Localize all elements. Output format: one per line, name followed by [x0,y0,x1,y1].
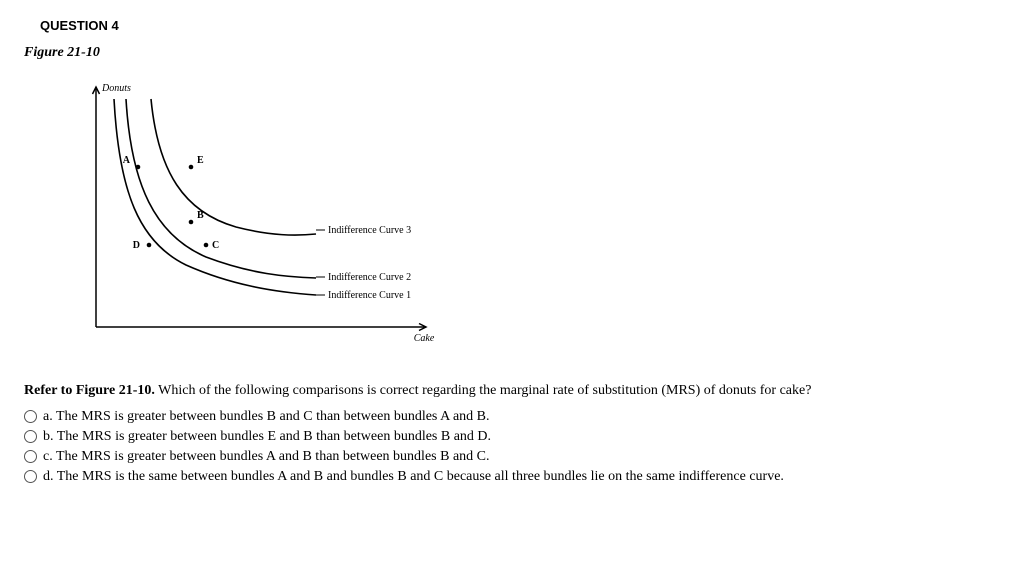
y-axis-label: Donuts [101,83,131,94]
point-C [204,243,209,248]
option-b[interactable]: b. The MRS is greater between bundles E … [24,427,1000,447]
option-text: d. The MRS is the same between bundles A… [43,469,784,485]
curve-c3 [151,99,316,235]
prompt-lead: Refer to Figure 21-10. [24,383,155,398]
point-A [136,165,141,170]
option-text: b. The MRS is greater between bundles E … [43,429,491,445]
option-d[interactable]: d. The MRS is the same between bundles A… [24,467,1000,487]
curve-c1 [114,99,316,295]
option-text: c. The MRS is greater between bundles A … [43,449,490,465]
x-axis-label: Cake [414,333,435,344]
prompt-rest: Which of the following comparisons is co… [155,383,812,398]
option-text: a. The MRS is greater between bundles B … [43,409,490,425]
point-label-A: A [123,155,131,166]
radio-icon[interactable] [24,450,37,463]
point-label-C: C [212,240,219,251]
indifference-curves-chart: Donuts Cake Indifference Curve 1 Indifferen… [56,67,486,357]
radio-icon[interactable] [24,410,37,423]
figure-title: Figure 21-10 [24,45,1000,61]
figure-container: Donuts Cake Indifference Curve 1 Indifferen… [56,67,1000,357]
radio-icon[interactable] [24,430,37,443]
question-prompt: Refer to Figure 21-10. Which of the foll… [24,381,1000,401]
point-E [189,165,194,170]
curve-label-c2: Indifference Curve 2 [328,272,411,283]
option-a[interactable]: a. The MRS is greater between bundles B … [24,407,1000,427]
curve-label-c3: Indifference Curve 3 [328,225,411,236]
point-label-E: E [197,155,204,166]
answer-options: a. The MRS is greater between bundles B … [24,407,1000,487]
question-number: QUESTION 4 [40,18,1000,33]
option-c[interactable]: c. The MRS is greater between bundles A … [24,447,1000,467]
radio-icon[interactable] [24,470,37,483]
point-label-D: D [133,240,140,251]
curve-label-c1: Indifference Curve 1 [328,290,411,301]
point-B [189,220,194,225]
point-label-B: B [197,210,204,221]
point-D [147,243,152,248]
